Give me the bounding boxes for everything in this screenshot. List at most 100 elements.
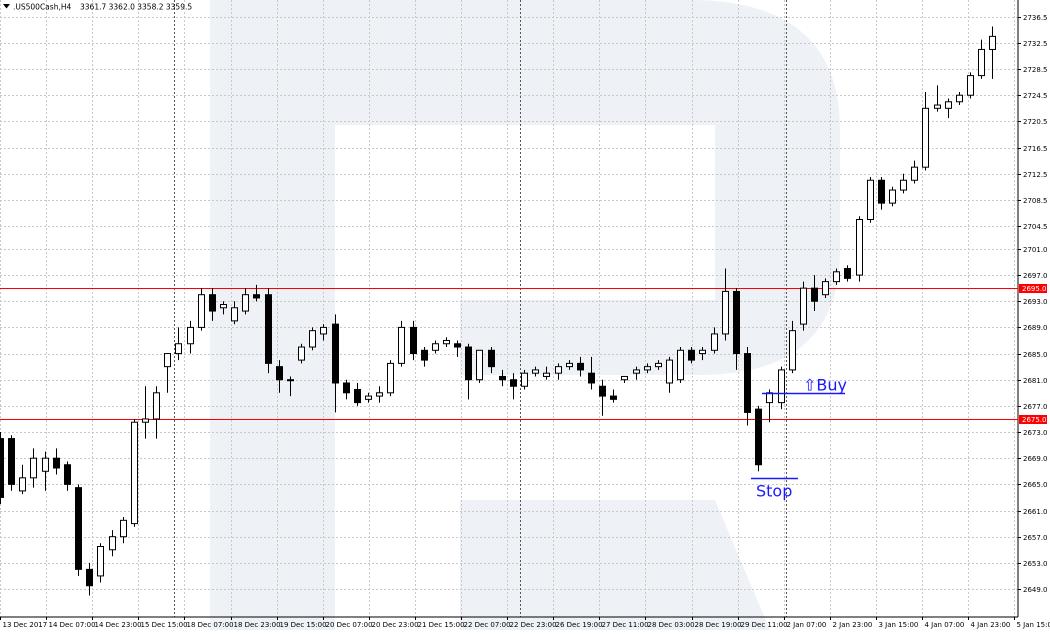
price-tick-label: 2732.5: [1023, 40, 1048, 48]
candle-body-bearish: [600, 386, 606, 396]
candle-body-bullish: [890, 190, 896, 203]
candle-body-bullish: [388, 363, 394, 392]
candle: [801, 282, 807, 331]
candle-body-bearish: [87, 569, 93, 585]
candle-body-bullish: [823, 282, 829, 295]
price-tick-label: 2685.0: [1023, 351, 1048, 359]
candle-body-bullish: [477, 350, 483, 379]
time-tick-label: 5 Jan 15:00: [1017, 621, 1050, 629]
chevron-down-icon[interactable]: [3, 4, 10, 9]
candle: [946, 99, 952, 119]
candle: [979, 40, 985, 79]
candle-body-bearish: [812, 288, 818, 301]
candle: [176, 327, 182, 360]
candle: [935, 85, 941, 111]
price-tick-label: 2716.5: [1023, 145, 1048, 153]
candle: [890, 187, 896, 207]
candle: [879, 177, 885, 210]
candle: [266, 288, 272, 373]
price-tick-label: 2669.0: [1023, 455, 1048, 463]
candle-body-bullish: [779, 370, 785, 403]
time-tick-label: 26 Dec 19:00: [556, 621, 603, 629]
price-tick-label: 2708.5: [1023, 197, 1048, 205]
price-tick-label: 2665.0: [1023, 481, 1048, 489]
price-tick-label: 2712.5: [1023, 171, 1048, 179]
candle-body-bullish: [110, 537, 116, 550]
candle-body-bullish: [121, 520, 127, 536]
candle: [745, 347, 751, 425]
candle: [455, 340, 461, 356]
candle: [968, 72, 974, 98]
candle-body-bullish: [656, 363, 662, 366]
candle-body-bullish: [935, 105, 941, 108]
candle-body-bullish: [868, 180, 874, 219]
candle-body-bearish: [277, 367, 283, 380]
candle-body-bullish: [98, 546, 104, 575]
candle-body-bearish: [355, 390, 361, 403]
candle: [857, 216, 863, 281]
time-tick-label: 20 Dec 07:00: [326, 621, 373, 629]
candle-body-bullish: [645, 367, 651, 370]
candle: [411, 321, 417, 360]
candle-body-bearish: [54, 458, 60, 468]
candle-body-bullish: [544, 373, 550, 376]
candle-body-bullish: [288, 380, 294, 381]
candle-body-bullish: [154, 393, 160, 419]
candle: [366, 393, 372, 403]
candle-body-bearish: [879, 180, 885, 203]
time-tick-label: 2 Jan 07:00: [787, 621, 827, 629]
candle: [76, 484, 82, 576]
candle-body-bullish: [556, 367, 562, 374]
candle-body-bearish: [0, 439, 4, 498]
candle: [43, 452, 49, 491]
candle-body-bullish: [678, 350, 684, 379]
candle-body-bullish: [533, 370, 539, 373]
time-tick-label: 20 Dec 23:00: [372, 621, 419, 629]
candle-body-bullish: [990, 36, 996, 49]
candle-body-bullish: [377, 393, 383, 396]
time-tick-label: 29 Dec 11:00: [741, 621, 788, 629]
candle-body-bullish: [221, 305, 227, 308]
time-tick-label: 22 Dec 23:00: [510, 621, 557, 629]
candle-body-bullish: [957, 95, 963, 102]
candle: [31, 448, 37, 487]
candle: [477, 350, 483, 383]
candle-body-bullish: [968, 76, 974, 96]
candle: [845, 265, 851, 281]
candle: [399, 321, 405, 367]
candle: [355, 383, 361, 406]
candle-body-bearish: [65, 465, 71, 485]
candle: [466, 344, 472, 400]
time-tick-label: 14 Dec 23:00: [95, 621, 142, 629]
candle-body-bullish: [801, 288, 807, 324]
candle-body-bullish: [712, 334, 718, 350]
candle: [444, 337, 450, 347]
symbol-label: .US500Cash,H4: [13, 3, 71, 12]
candle-body-bearish: [611, 396, 617, 399]
time-tick-label: 4 Jan 07:00: [925, 621, 965, 629]
candle: [678, 347, 684, 383]
candle: [199, 288, 205, 331]
price-tick-label: 2673.0: [1023, 429, 1048, 437]
candle: [20, 465, 26, 494]
stop-label: Stop: [756, 482, 792, 501]
candle-body-bullish: [667, 360, 673, 383]
candle: [923, 92, 929, 170]
candle-body-bullish: [176, 344, 182, 354]
price-level-tag-label: 2675.0: [1022, 416, 1047, 424]
candle-body-bearish: [9, 439, 15, 485]
candle-body-bullish: [901, 180, 907, 190]
time-tick-label: 18 Dec 07:00: [187, 621, 234, 629]
candle-body-bullish: [165, 354, 171, 367]
time-tick-label: 18 Dec 23:00: [234, 621, 281, 629]
candle: [154, 386, 160, 438]
candle-body-bullish: [767, 393, 773, 403]
candle: [310, 327, 316, 350]
candle-body-bullish: [321, 327, 327, 334]
candle: [388, 360, 394, 396]
candle: [667, 357, 673, 393]
watermark-logo: [210, 0, 840, 630]
candle-body-bullish: [188, 327, 194, 343]
candle-body-bearish: [500, 376, 506, 379]
